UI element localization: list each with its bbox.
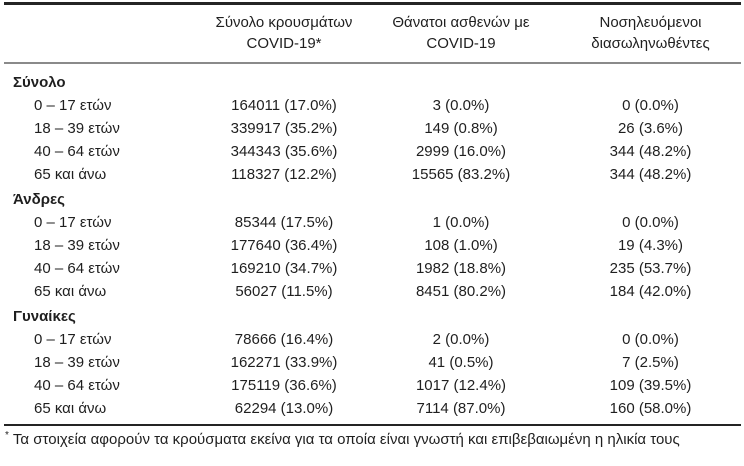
header-total-cases-line1: Σύνολο κρουσμάτων <box>215 14 353 31</box>
table-row: 65 και άνω 56027 (11.5%) 8451 (80.2%) 18… <box>4 280 741 303</box>
deaths-value: 1982 (18.8%) <box>415 260 507 277</box>
cases-value: 339917 (35.2%) <box>230 120 338 137</box>
cases-value: 177640 (36.4%) <box>230 237 338 254</box>
group-header-women: Γυναίκες <box>4 303 741 328</box>
deaths-value: 108 (1.0%) <box>424 237 498 254</box>
intubated-value: 0 (0.0%) <box>622 331 679 348</box>
intubated-value: 0 (0.0%) <box>622 97 679 114</box>
age-label: 40 – 64 ετών <box>34 260 120 277</box>
group-header-men: Άνδρες <box>4 186 741 211</box>
footnote-asterisk-marker: * <box>5 430 9 441</box>
intubated-value: 184 (42.0%) <box>609 283 692 300</box>
header-intubated: Νοσηλευόμενοι διασωληνωθέντες <box>560 4 741 64</box>
cases-value: 62294 (13.0%) <box>234 400 334 417</box>
intubated-value: 235 (53.7%) <box>609 260 692 277</box>
deaths-value: 41 (0.5%) <box>428 354 494 371</box>
cases-value: 78666 (16.4%) <box>234 331 334 348</box>
intubated-value: 160 (58.0%) <box>609 400 692 417</box>
header-deaths-line2: COVID-19 <box>426 35 496 52</box>
group-header-total: Σύνολο <box>4 63 741 94</box>
cases-value: 118327 (12.2%) <box>231 166 337 183</box>
age-label: 40 – 64 ετών <box>34 143 120 160</box>
age-label: 18 – 39 ετών <box>34 354 120 371</box>
header-empty-cell <box>4 4 206 64</box>
table-row: 40 – 64 ετών 175119 (36.6%) 1017 (12.4%)… <box>4 374 741 397</box>
age-label: 18 – 39 ετών <box>34 120 120 137</box>
covid-stats-table: Σύνολο κρουσμάτων COVID-19* Θάνατοι ασθε… <box>4 2 741 420</box>
intubated-value: 26 (3.6%) <box>617 120 684 137</box>
intubated-value: 109 (39.5%) <box>609 377 692 394</box>
deaths-value: 3 (0.0%) <box>432 97 490 114</box>
covid-age-report-page: Σύνολο κρουσμάτων COVID-19* Θάνατοι ασθε… <box>4 2 741 449</box>
deaths-value: 7114 (87.0%) <box>416 400 506 417</box>
header-deaths: Θάνατοι ασθενών με COVID-19 <box>362 4 560 64</box>
deaths-value: 149 (0.8%) <box>424 120 498 137</box>
table-row: 65 και άνω 118327 (12.2%) 15565 (83.2%) … <box>4 163 741 186</box>
table-row: 0 – 17 ετών 164011 (17.0%) 3 (0.0%) 0 (0… <box>4 94 741 117</box>
age-label: 65 και άνω <box>34 283 107 300</box>
table-row: 18 – 39 ετών 339917 (35.2%) 149 (0.8%) 2… <box>4 117 741 140</box>
header-total-cases: Σύνολο κρουσμάτων COVID-19* <box>206 4 362 64</box>
cases-value: 164011 (17.0%) <box>231 97 337 114</box>
table-row: 65 και άνω 62294 (13.0%) 7114 (87.0%) 16… <box>4 397 741 420</box>
age-label: 40 – 64 ετών <box>34 377 120 394</box>
cases-value: 56027 (11.5%) <box>235 283 333 300</box>
footnote: * Τα στοιχεία αφορούν τα κρούσματα εκείνα… <box>4 424 741 449</box>
deaths-value: 15565 (83.2%) <box>411 166 511 183</box>
deaths-value: 2 (0.0%) <box>432 331 490 348</box>
cases-value: 162271 (33.9%) <box>230 354 338 371</box>
cases-value: 344343 (35.6%) <box>230 143 338 160</box>
intubated-value: 19 (4.3%) <box>617 237 684 254</box>
header-deaths-line1: Θάνατοι ασθενών με <box>392 14 530 31</box>
cases-value: 169210 (34.7%) <box>230 260 338 277</box>
intubated-value: 344 (48.2%) <box>609 166 692 183</box>
intubated-value: 344 (48.2%) <box>609 143 692 160</box>
cases-value: 175119 (36.6%) <box>231 377 337 394</box>
deaths-value: 1 (0.0%) <box>432 214 490 231</box>
table-row: 40 – 64 ετών 344343 (35.6%) 2999 (16.0%)… <box>4 140 741 163</box>
deaths-value: 1017 (12.4%) <box>415 377 507 394</box>
table-row: 18 – 39 ετών 177640 (36.4%) 108 (1.0%) 1… <box>4 234 741 257</box>
header-intubated-line1: Νοσηλευόμενοι <box>599 14 702 31</box>
table-row: 40 – 64 ετών 169210 (34.7%) 1982 (18.8%)… <box>4 257 741 280</box>
deaths-value: 2999 (16.0%) <box>415 143 507 160</box>
table-row: 18 – 39 ετών 162271 (33.9%) 41 (0.5%) 7 … <box>4 351 741 374</box>
group-name: Γυναίκες <box>13 308 76 325</box>
header-intubated-line2: διασωληνωθέντες <box>591 35 710 52</box>
age-label: 0 – 17 ετών <box>34 331 112 348</box>
intubated-value: 0 (0.0%) <box>622 214 679 231</box>
table-row: 0 – 17 ετών 78666 (16.4%) 2 (0.0%) 0 (0.… <box>4 328 741 351</box>
age-label: 18 – 39 ετών <box>34 237 120 254</box>
intubated-value: 7 (2.5%) <box>622 354 679 371</box>
cases-value: 85344 (17.5%) <box>234 214 334 231</box>
age-label: 65 και άνω <box>34 166 107 183</box>
age-label: 65 και άνω <box>34 400 107 417</box>
header-row: Σύνολο κρουσμάτων COVID-19* Θάνατοι ασθε… <box>4 4 741 64</box>
header-total-cases-line2: COVID-19* <box>246 35 322 52</box>
age-label: 0 – 17 ετών <box>34 214 112 231</box>
group-name: Σύνολο <box>13 74 66 91</box>
age-label: 0 – 17 ετών <box>34 97 112 114</box>
group-name: Άνδρες <box>13 191 65 208</box>
table-row: 0 – 17 ετών 85344 (17.5%) 1 (0.0%) 0 (0.… <box>4 211 741 234</box>
footnote-text: Τα στοιχεία αφορούν τα κρούσματα εκείνα … <box>12 431 680 448</box>
deaths-value: 8451 (80.2%) <box>415 283 507 300</box>
